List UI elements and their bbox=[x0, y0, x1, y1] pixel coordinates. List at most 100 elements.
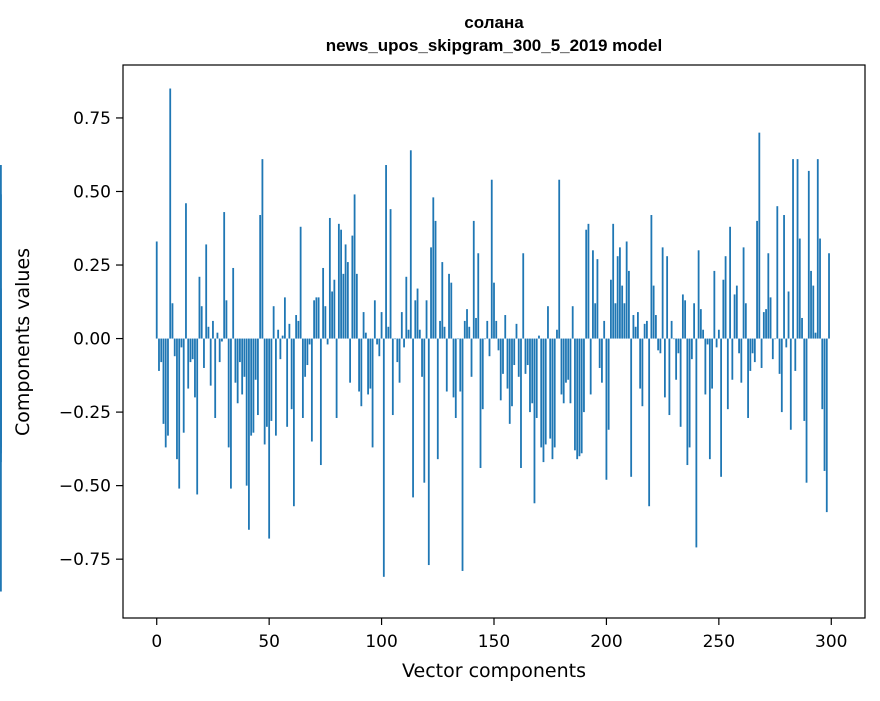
bar-156 bbox=[506, 338, 509, 389]
bar-248 bbox=[713, 270, 716, 339]
bar-56 bbox=[281, 335, 284, 339]
bar-265 bbox=[751, 338, 754, 354]
bar-255 bbox=[729, 226, 731, 339]
y-tick-label: −0.25 bbox=[59, 403, 111, 423]
y-axis-ticks: 0.75 0.50 0.25 0.00 −0.25 −0.50 −0.75 bbox=[59, 109, 123, 570]
bar-218 bbox=[646, 320, 648, 339]
bar-42 bbox=[250, 338, 253, 436]
bar-86 bbox=[349, 338, 351, 383]
bar-256 bbox=[731, 338, 734, 380]
bar-260 bbox=[740, 338, 743, 383]
bar-67 bbox=[306, 338, 309, 366]
bar-39 bbox=[243, 338, 246, 377]
bar-253 bbox=[724, 256, 727, 339]
bar-38 bbox=[241, 338, 244, 395]
bar-222 bbox=[654, 315, 657, 339]
bar-63 bbox=[297, 320, 300, 339]
bar-107 bbox=[396, 338, 399, 363]
bar-138 bbox=[466, 309, 468, 339]
bar-203 bbox=[612, 223, 615, 339]
bar-43 bbox=[252, 338, 255, 433]
bar-18 bbox=[196, 338, 199, 495]
bar-85 bbox=[346, 262, 349, 339]
bar-263 bbox=[747, 338, 749, 418]
bar-241 bbox=[697, 250, 700, 339]
bar-232 bbox=[677, 338, 680, 354]
bar-198 bbox=[601, 338, 603, 383]
bar-135 bbox=[459, 338, 462, 392]
bar-111 bbox=[405, 276, 408, 339]
bar-283 bbox=[792, 159, 794, 339]
bar-117 bbox=[418, 329, 421, 339]
bar-230 bbox=[672, 338, 675, 340]
bar-264 bbox=[749, 338, 752, 371]
bar-100 bbox=[380, 312, 383, 339]
bar-17 bbox=[194, 338, 196, 398]
bar-81 bbox=[337, 223, 340, 339]
bar-45 bbox=[257, 338, 259, 416]
bar-119 bbox=[423, 338, 426, 483]
bar-185 bbox=[571, 306, 574, 339]
bar-195 bbox=[594, 303, 597, 339]
bar-125 bbox=[436, 338, 439, 460]
bar-285 bbox=[796, 159, 799, 339]
bar-116 bbox=[416, 288, 419, 339]
bar-296 bbox=[821, 338, 824, 410]
y-tick-label: −0.50 bbox=[59, 477, 111, 497]
bar-145 bbox=[481, 338, 484, 410]
bar-194 bbox=[592, 250, 594, 339]
y-tick-label: 0.75 bbox=[73, 109, 111, 129]
bar-22 bbox=[205, 244, 208, 339]
bar-207 bbox=[621, 285, 624, 339]
bar-237 bbox=[688, 338, 691, 448]
bar-148 bbox=[488, 338, 491, 357]
bar-168 bbox=[533, 338, 536, 504]
bar-298 bbox=[825, 338, 828, 513]
bar-130 bbox=[448, 273, 450, 339]
bar-5 bbox=[167, 338, 169, 436]
bar-274 bbox=[771, 338, 774, 360]
bar-226 bbox=[663, 338, 666, 398]
bar-291 bbox=[810, 270, 812, 339]
bar-231 bbox=[675, 338, 678, 380]
bar-214 bbox=[637, 312, 639, 339]
bar-258 bbox=[735, 285, 738, 339]
bar-75 bbox=[324, 306, 327, 339]
bar-136 bbox=[461, 338, 464, 571]
bar-287 bbox=[801, 317, 803, 339]
bar-3 bbox=[162, 338, 165, 424]
bar-151 bbox=[495, 320, 498, 339]
bar-191 bbox=[585, 229, 588, 339]
bar-177 bbox=[553, 338, 556, 448]
bar-37 bbox=[239, 338, 241, 363]
y-tick-label: −0.75 bbox=[59, 550, 111, 570]
bar-58 bbox=[286, 338, 289, 427]
bar-61 bbox=[292, 338, 295, 507]
bar-282 bbox=[789, 338, 792, 430]
bar-280 bbox=[785, 338, 788, 348]
bar-49 bbox=[266, 338, 268, 427]
bar-216 bbox=[641, 338, 644, 407]
bar-48 bbox=[263, 338, 266, 445]
bar-undefined bbox=[0, 194, 2, 339]
bar-60 bbox=[290, 338, 293, 410]
bar-259 bbox=[738, 338, 740, 354]
bar-114 bbox=[412, 338, 414, 498]
bar-27 bbox=[216, 332, 219, 339]
bar-193 bbox=[589, 338, 592, 395]
bar-186 bbox=[574, 338, 576, 451]
bar-69 bbox=[310, 338, 313, 442]
bar-12 bbox=[182, 338, 185, 433]
bar-133 bbox=[454, 338, 457, 418]
bar-223 bbox=[657, 338, 660, 351]
bar-108 bbox=[398, 338, 401, 383]
bar-40 bbox=[245, 338, 248, 486]
bar-152 bbox=[497, 338, 500, 351]
bar-228 bbox=[668, 338, 671, 416]
bar-175 bbox=[549, 338, 552, 439]
x-tick-label: 0 bbox=[151, 632, 162, 652]
bar-52 bbox=[272, 306, 275, 339]
bar-134 bbox=[457, 338, 459, 340]
bar-284 bbox=[794, 338, 797, 371]
bar-91 bbox=[360, 338, 363, 407]
